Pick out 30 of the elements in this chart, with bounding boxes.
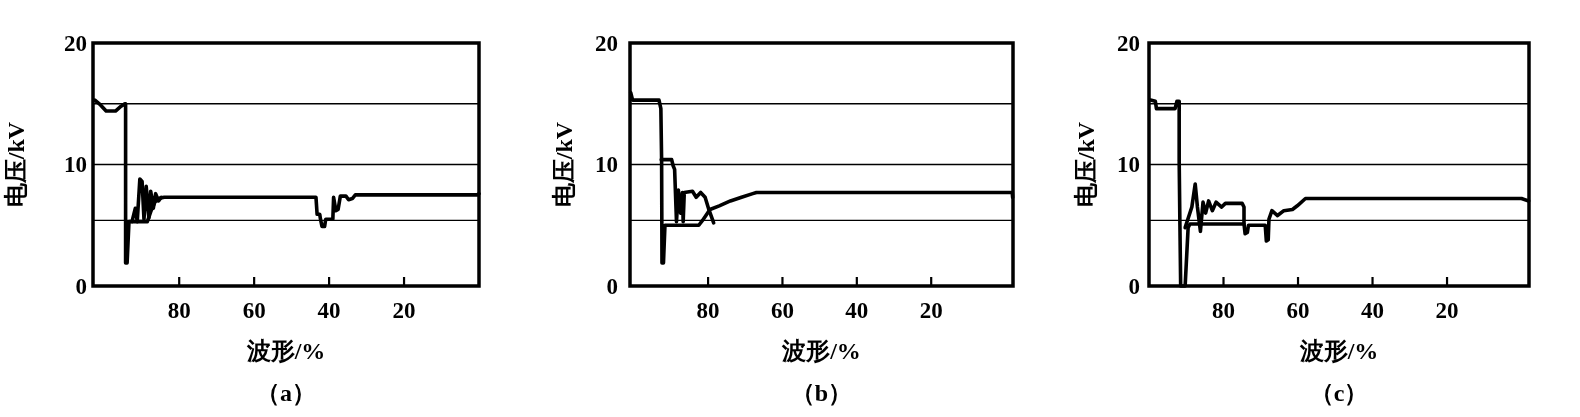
y-axis-title: 电压/kV: [1073, 121, 1099, 208]
y-tick-label: 20: [595, 30, 618, 56]
x-tick-label: 80: [696, 297, 720, 323]
y-tick-label: 0: [1128, 273, 1140, 299]
text: （c）: [1309, 380, 1369, 406]
x-tick-label: 20: [392, 297, 416, 323]
y-tick-label: 0: [606, 273, 618, 299]
y-tick-label: 10: [1117, 152, 1140, 177]
y-tick-label: 0: [75, 273, 87, 299]
text: （a）: [256, 380, 316, 406]
y-tick-label: 10: [595, 152, 618, 177]
x-tick-label: 60: [1286, 297, 1310, 323]
x-tick-label: 40: [317, 297, 341, 323]
x-tick-label: 20: [1435, 297, 1459, 323]
x-tick-label: 40: [845, 297, 869, 323]
text: （b）: [790, 380, 853, 406]
x-axis-title: 波形/%: [781, 338, 861, 364]
x-tick-label: 80: [167, 297, 191, 323]
y-tick-label: 10: [64, 152, 87, 177]
y-tick-label: 20: [64, 30, 87, 56]
x-tick-label: 80: [1212, 297, 1236, 323]
x-tick-label: 60: [242, 297, 266, 323]
x-tick-label: 20: [919, 297, 943, 323]
y-axis-title: 电压/kV: [3, 121, 29, 208]
x-axis-title: 波形/%: [245, 338, 326, 364]
x-tick-label: 60: [770, 297, 794, 323]
y-axis-title: 电压/kV: [551, 121, 577, 208]
x-axis-title: 波形/%: [1298, 338, 1379, 364]
y-tick-label: 20: [1117, 30, 1140, 56]
x-tick-label: 40: [1361, 297, 1385, 323]
